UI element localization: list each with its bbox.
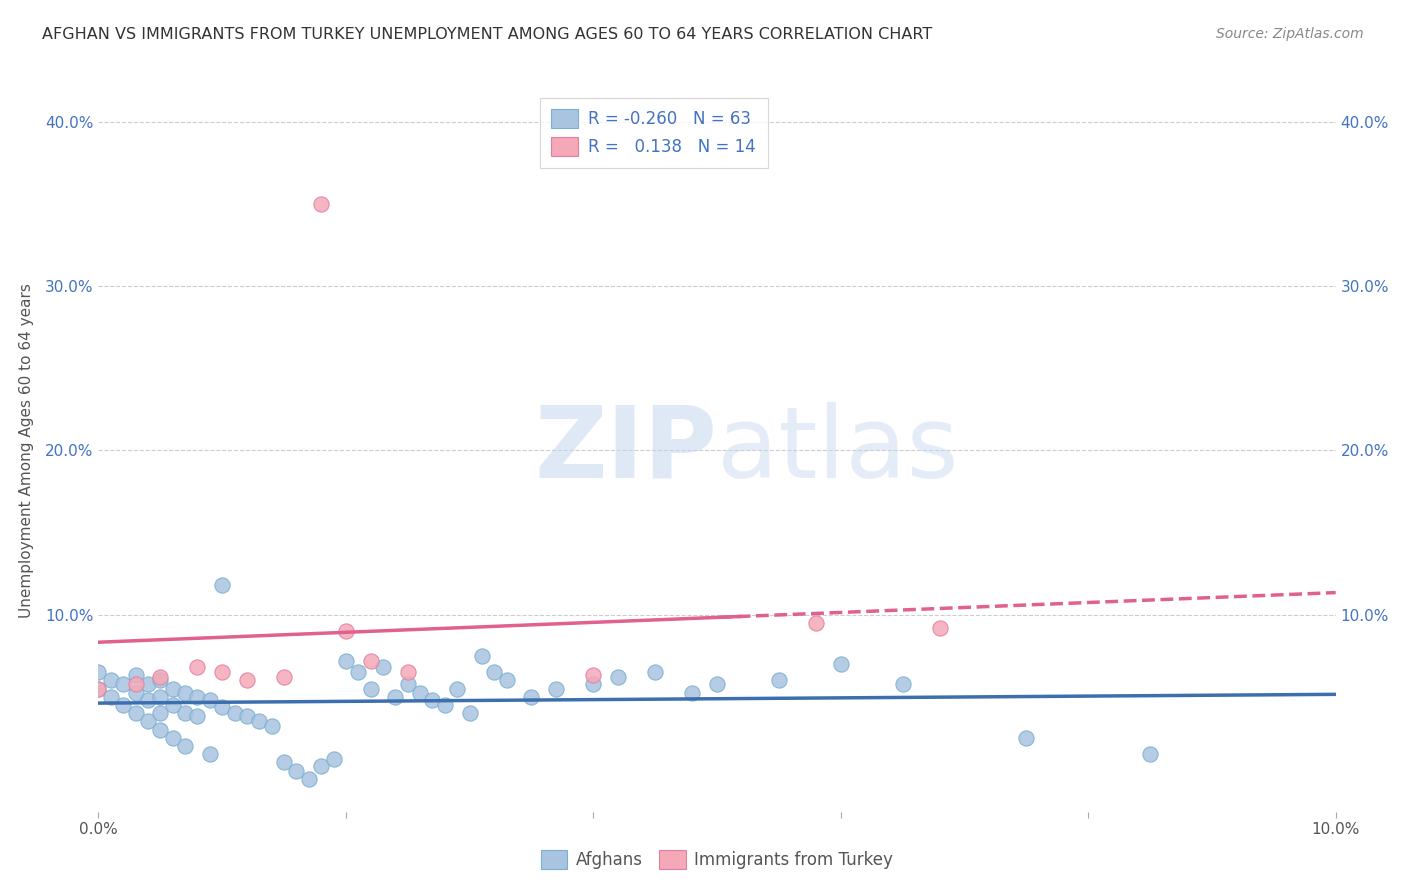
Point	[100, 673, 122, 688]
Point	[149, 690, 172, 704]
Point	[458, 706, 481, 721]
Point	[422, 693, 444, 707]
Point	[1139, 747, 1161, 762]
Point	[124, 706, 146, 721]
Point	[211, 578, 233, 592]
Point	[162, 731, 184, 745]
Point	[285, 764, 308, 778]
Point	[360, 654, 382, 668]
Point	[309, 758, 332, 772]
Point	[87, 681, 110, 696]
Point	[768, 673, 790, 688]
Point	[174, 706, 197, 721]
Point	[484, 665, 506, 680]
Text: AFGHAN VS IMMIGRANTS FROM TURKEY UNEMPLOYMENT AMONG AGES 60 TO 64 YEARS CORRELAT: AFGHAN VS IMMIGRANTS FROM TURKEY UNEMPLO…	[42, 27, 932, 42]
Point	[360, 681, 382, 696]
Point	[236, 673, 259, 688]
Point	[87, 665, 110, 680]
Point	[149, 670, 172, 684]
Text: atlas: atlas	[717, 402, 959, 499]
Point	[273, 670, 295, 684]
Point	[260, 719, 283, 733]
Point	[322, 752, 344, 766]
Point	[335, 624, 357, 639]
Point	[928, 621, 950, 635]
Point	[247, 714, 270, 729]
Point	[471, 648, 494, 663]
Point	[298, 772, 321, 786]
Point	[149, 706, 172, 721]
Point	[309, 197, 332, 211]
Point	[211, 699, 233, 714]
Point	[124, 686, 146, 700]
Y-axis label: Unemployment Among Ages 60 to 64 years: Unemployment Among Ages 60 to 64 years	[18, 283, 34, 618]
Point	[830, 657, 852, 671]
Text: ZIP: ZIP	[534, 402, 717, 499]
Point	[582, 676, 605, 690]
Point	[644, 665, 666, 680]
Point	[174, 686, 197, 700]
Point	[396, 665, 419, 680]
Point	[124, 668, 146, 682]
Point	[433, 698, 456, 712]
Point	[186, 709, 208, 723]
Point	[1015, 731, 1038, 745]
Point	[446, 681, 468, 696]
Point	[582, 668, 605, 682]
Point	[162, 681, 184, 696]
Point	[546, 681, 568, 696]
Point	[198, 747, 221, 762]
Point	[162, 698, 184, 712]
Point	[681, 686, 703, 700]
Point	[124, 676, 146, 690]
Point	[384, 690, 406, 704]
Point	[520, 690, 543, 704]
Point	[136, 676, 159, 690]
Legend: Afghans, Immigrants from Turkey: Afghans, Immigrants from Turkey	[534, 843, 900, 876]
Point	[186, 660, 208, 674]
Point	[198, 693, 221, 707]
Point	[607, 670, 630, 684]
Point	[149, 673, 172, 688]
Point	[211, 665, 233, 680]
Point	[495, 673, 517, 688]
Point	[112, 698, 135, 712]
Point	[273, 756, 295, 770]
Point	[891, 676, 914, 690]
Point	[347, 665, 370, 680]
Point	[224, 706, 246, 721]
Point	[335, 654, 357, 668]
Point	[149, 723, 172, 737]
Point	[136, 693, 159, 707]
Point	[174, 739, 197, 753]
Point	[396, 676, 419, 690]
Point	[371, 660, 394, 674]
Point	[409, 686, 432, 700]
Point	[804, 615, 827, 630]
Point	[136, 714, 159, 729]
Point	[87, 681, 110, 696]
Text: Source: ZipAtlas.com: Source: ZipAtlas.com	[1216, 27, 1364, 41]
Point	[706, 676, 728, 690]
Point	[100, 690, 122, 704]
Point	[112, 676, 135, 690]
Point	[186, 690, 208, 704]
Point	[236, 709, 259, 723]
